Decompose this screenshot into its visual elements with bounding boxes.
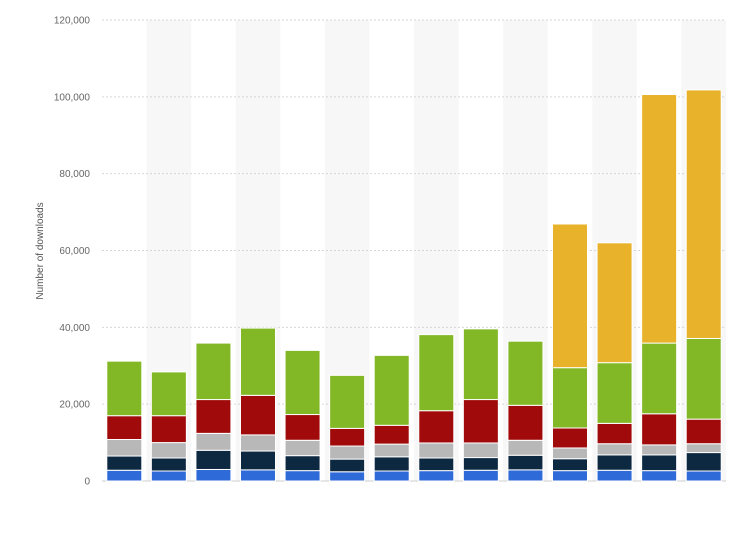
bar-segment [507, 404, 544, 441]
bar-segment [240, 434, 276, 452]
y-tick-label: 40,000 [59, 323, 90, 334]
bar-segment [552, 223, 588, 369]
y-tick-label: 20,000 [59, 400, 90, 411]
bar-segment [284, 414, 321, 441]
bar-segment [462, 399, 499, 444]
bar-segment [373, 470, 410, 482]
bar-segment [373, 443, 410, 458]
bar-segment [507, 454, 544, 471]
bar-segment [195, 449, 232, 470]
bar-segment [685, 452, 722, 472]
y-tick-label: 80,000 [59, 169, 90, 180]
bar-segment [329, 374, 366, 429]
bar-segment [329, 445, 366, 460]
bar-segment [150, 371, 187, 417]
bar-segment [418, 470, 455, 482]
bar-segment [418, 334, 455, 412]
bar-segment [373, 424, 410, 445]
bar-segment [552, 427, 588, 449]
bar-segment [240, 469, 276, 482]
bar-segment [641, 444, 678, 456]
bar-segment [106, 469, 143, 482]
bar-segment [195, 399, 232, 434]
bar-segment [418, 457, 455, 472]
bar-segment [552, 367, 588, 429]
bar-segment [685, 337, 722, 420]
bar-segment [552, 470, 588, 482]
bar-segment [641, 342, 678, 415]
bar-segment [596, 454, 633, 471]
bar-segment [195, 432, 232, 451]
bar-segment [106, 415, 143, 441]
bar-segment [596, 469, 633, 482]
bar-segment [284, 470, 321, 482]
bar-segment [596, 422, 633, 445]
bar-segment [641, 413, 678, 446]
y-tick-label: 60,000 [59, 246, 90, 257]
bar-segment [596, 242, 633, 364]
bars [106, 89, 722, 482]
bar-segment [329, 427, 366, 447]
bar-segment [240, 327, 276, 396]
bar-segment [240, 394, 276, 436]
y-tick-label: 100,000 [54, 92, 91, 103]
bar-segment [685, 89, 722, 339]
bar-segment [685, 470, 722, 482]
bar-segment [507, 340, 544, 406]
y-tick-label: 120,000 [54, 16, 91, 27]
bar-segment [552, 447, 588, 460]
bar-segment [552, 458, 588, 472]
bar-segment [106, 455, 143, 471]
bar-segment [418, 442, 455, 459]
bar-segment [240, 450, 276, 471]
bar-segment [418, 410, 455, 444]
bar-segment [507, 469, 544, 482]
bar-segment [150, 442, 187, 459]
bar-segment [150, 457, 187, 472]
bar-segment [373, 354, 410, 426]
y-axis-label: Number of downloads [35, 202, 46, 299]
bar-segment [195, 342, 232, 401]
bar-segment [106, 439, 143, 457]
bar-segment [329, 458, 366, 473]
bar-segment [373, 456, 410, 472]
bar-segment [641, 454, 678, 472]
bar-segment [462, 457, 499, 471]
bar-segment [284, 349, 321, 416]
bar-segment [685, 443, 722, 454]
bar-segment [596, 362, 633, 424]
bar-segment [641, 94, 678, 344]
y-axis-ticks: 0 20,000 40,000 60,000 80,000 100,000 120,000 [54, 16, 91, 488]
bar-segment [462, 469, 499, 482]
bar-segment [150, 415, 187, 444]
bar-segment [685, 418, 722, 445]
bar-segment [462, 442, 499, 459]
bar-segment [462, 328, 499, 401]
bar-segment [284, 439, 321, 457]
bar-segment [641, 470, 678, 482]
bar-segment [329, 471, 366, 482]
y-tick-label: 0 [84, 477, 90, 488]
bar-segment [195, 468, 232, 482]
bar-segment [150, 470, 187, 482]
bar-segment [284, 455, 321, 472]
bar-segment [596, 443, 633, 456]
bar-segment [106, 360, 143, 417]
bar-segment [507, 439, 544, 456]
